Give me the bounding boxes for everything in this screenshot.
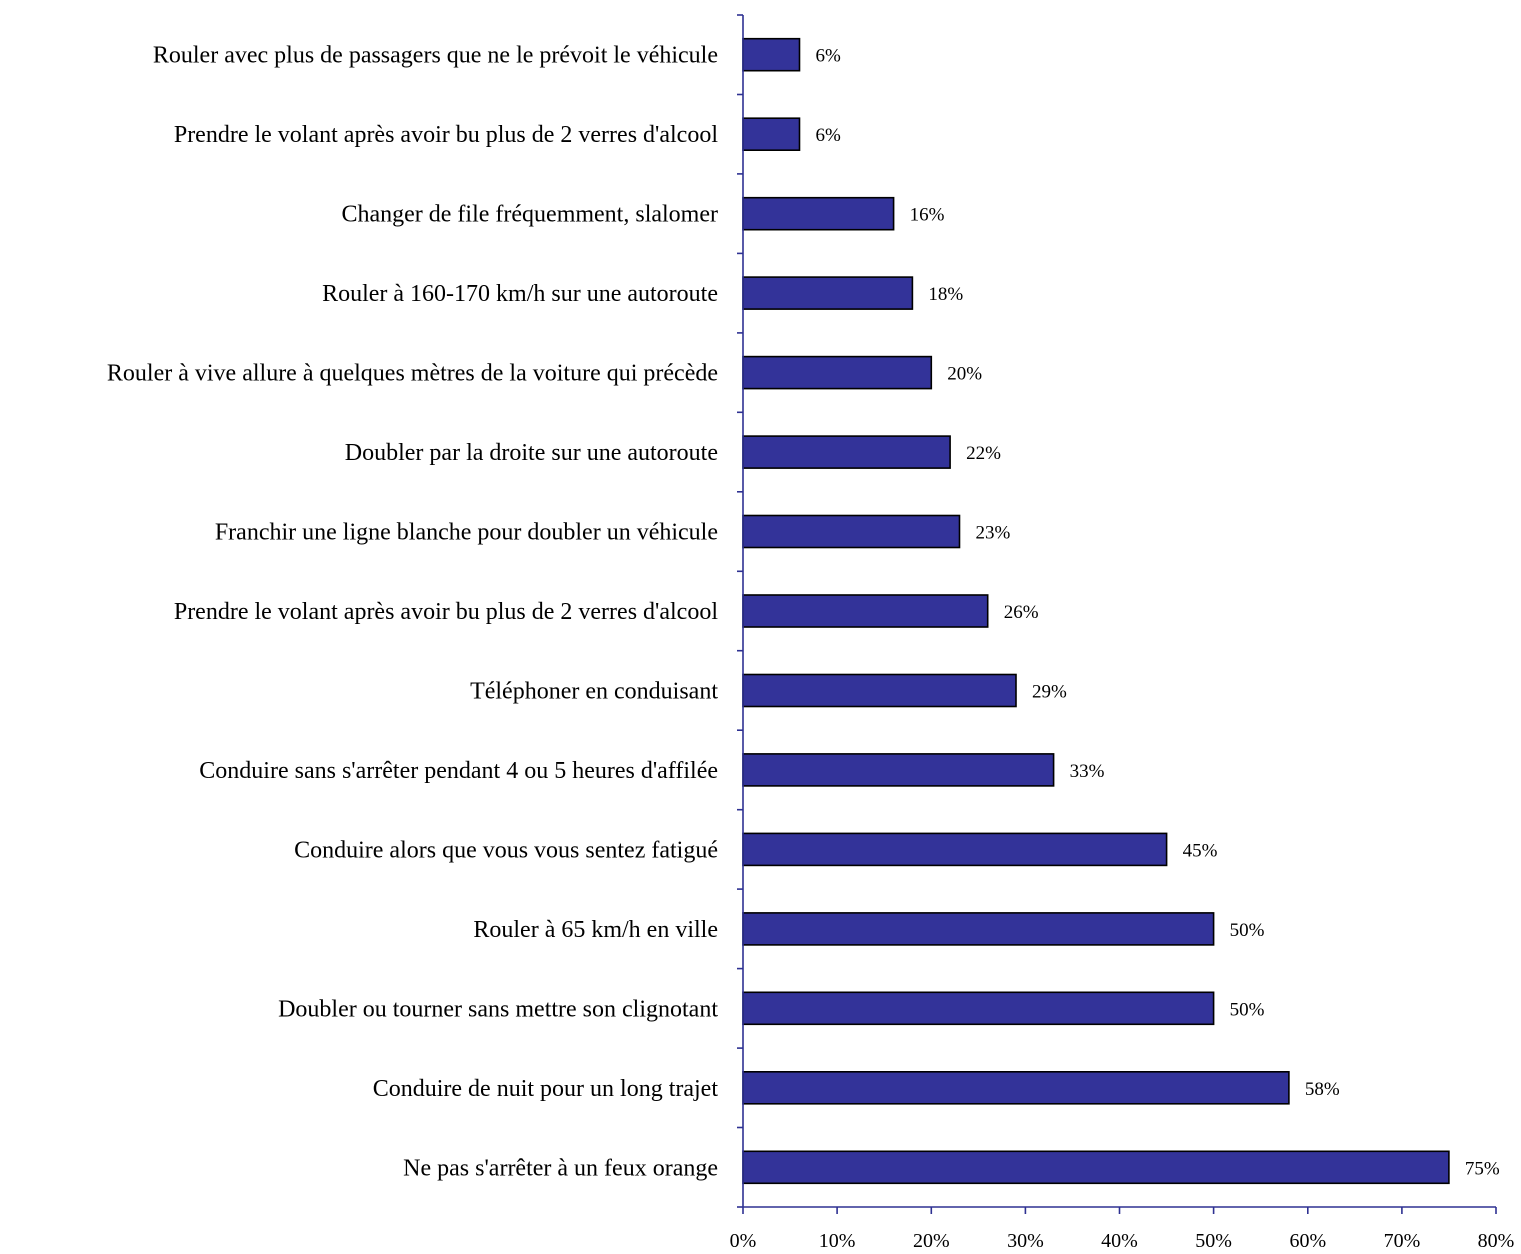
category-label-12: Rouler à 65 km/h en ville: [473, 917, 718, 943]
x-tick-label-7: 70%: [1384, 1230, 1421, 1252]
data-label-8: 26%: [1004, 602, 1039, 623]
bar-5: [742, 355, 933, 390]
x-axis-ticks: 0% 10% 20% 30% 40% 50% 60% 70% 80%: [730, 1207, 1515, 1252]
bar-9: [742, 673, 1017, 708]
category-label-9: Téléphoner en conduisant: [470, 679, 718, 705]
data-label-1: 6%: [816, 46, 842, 67]
data-label-3: 16%: [910, 205, 945, 226]
bar-7: [742, 514, 961, 549]
data-label-10: 33%: [1070, 761, 1105, 782]
bar-12: [742, 912, 1215, 946]
data-label-4: 18%: [928, 284, 963, 305]
category-label-2: Prendre le volant après avoir bu plus de…: [174, 122, 718, 148]
bar-10: [742, 753, 1055, 787]
bar-4: [742, 276, 914, 310]
bar-6: [742, 435, 951, 469]
category-label-13: Doubler ou tourner sans mettre son clign…: [278, 996, 718, 1022]
bars: [742, 37, 1450, 1185]
x-tick-label-2: 20%: [913, 1230, 950, 1252]
data-label-5: 20%: [947, 364, 982, 385]
bar-3: [742, 196, 895, 231]
data-labels: 6% 6% 16% 18% 20% 22% 23% 26% 29% 33% 45% 50% 50% 58%…: [816, 46, 1500, 1180]
x-tick-label-8: 80%: [1478, 1230, 1515, 1252]
data-label-14: 58%: [1305, 1079, 1340, 1100]
category-label-3: Changer de file fréquemment, slalomer: [341, 202, 718, 228]
data-label-13: 50%: [1230, 999, 1265, 1020]
y-axis-ticks: [737, 14, 743, 1208]
category-label-5: Rouler à vive allure à quelques mètres d…: [107, 361, 718, 387]
x-tick-label-0: 0%: [730, 1230, 757, 1252]
data-label-6: 22%: [966, 443, 1001, 464]
data-label-2: 6%: [816, 125, 842, 146]
x-tick-label-6: 60%: [1289, 1230, 1326, 1252]
category-label-4: Rouler à 160-170 km/h sur une autoroute: [322, 281, 718, 307]
x-tick-label-4: 40%: [1101, 1230, 1138, 1252]
data-label-11: 45%: [1183, 840, 1218, 861]
x-tick-label-1: 10%: [819, 1230, 856, 1252]
category-labels: Rouler avec plus de passagers que ne le …: [107, 43, 718, 1182]
bar-11: [742, 832, 1168, 867]
data-label-9: 29%: [1032, 682, 1067, 703]
bar-2: [742, 117, 801, 151]
bar-8: [742, 594, 989, 628]
bar-14: [742, 1071, 1290, 1105]
bar-1: [742, 37, 801, 72]
bar-13: [742, 991, 1215, 1026]
data-label-15: 75%: [1465, 1158, 1500, 1179]
category-label-14: Conduire de nuit pour un long trajet: [373, 1076, 719, 1102]
x-tick-label-3: 30%: [1007, 1230, 1044, 1252]
category-label-15: Ne pas s'arrêter à un feux orange: [403, 1155, 718, 1181]
category-label-7: Franchir une ligne blanche pour doubler …: [215, 520, 718, 546]
bar-15: [742, 1150, 1450, 1185]
category-label-6: Doubler par la droite sur une autoroute: [345, 440, 718, 466]
data-label-7: 23%: [976, 523, 1011, 544]
category-label-11: Conduire alors que vous vous sentez fati…: [294, 837, 718, 863]
data-label-12: 50%: [1230, 920, 1265, 941]
category-label-10: Conduire sans s'arrêter pendant 4 ou 5 h…: [199, 758, 718, 784]
category-label-1: Rouler avec plus de passagers que ne le …: [153, 43, 718, 69]
category-label-8: Prendre le volant après avoir bu plus de…: [174, 599, 718, 625]
x-tick-label-5: 50%: [1195, 1230, 1232, 1252]
